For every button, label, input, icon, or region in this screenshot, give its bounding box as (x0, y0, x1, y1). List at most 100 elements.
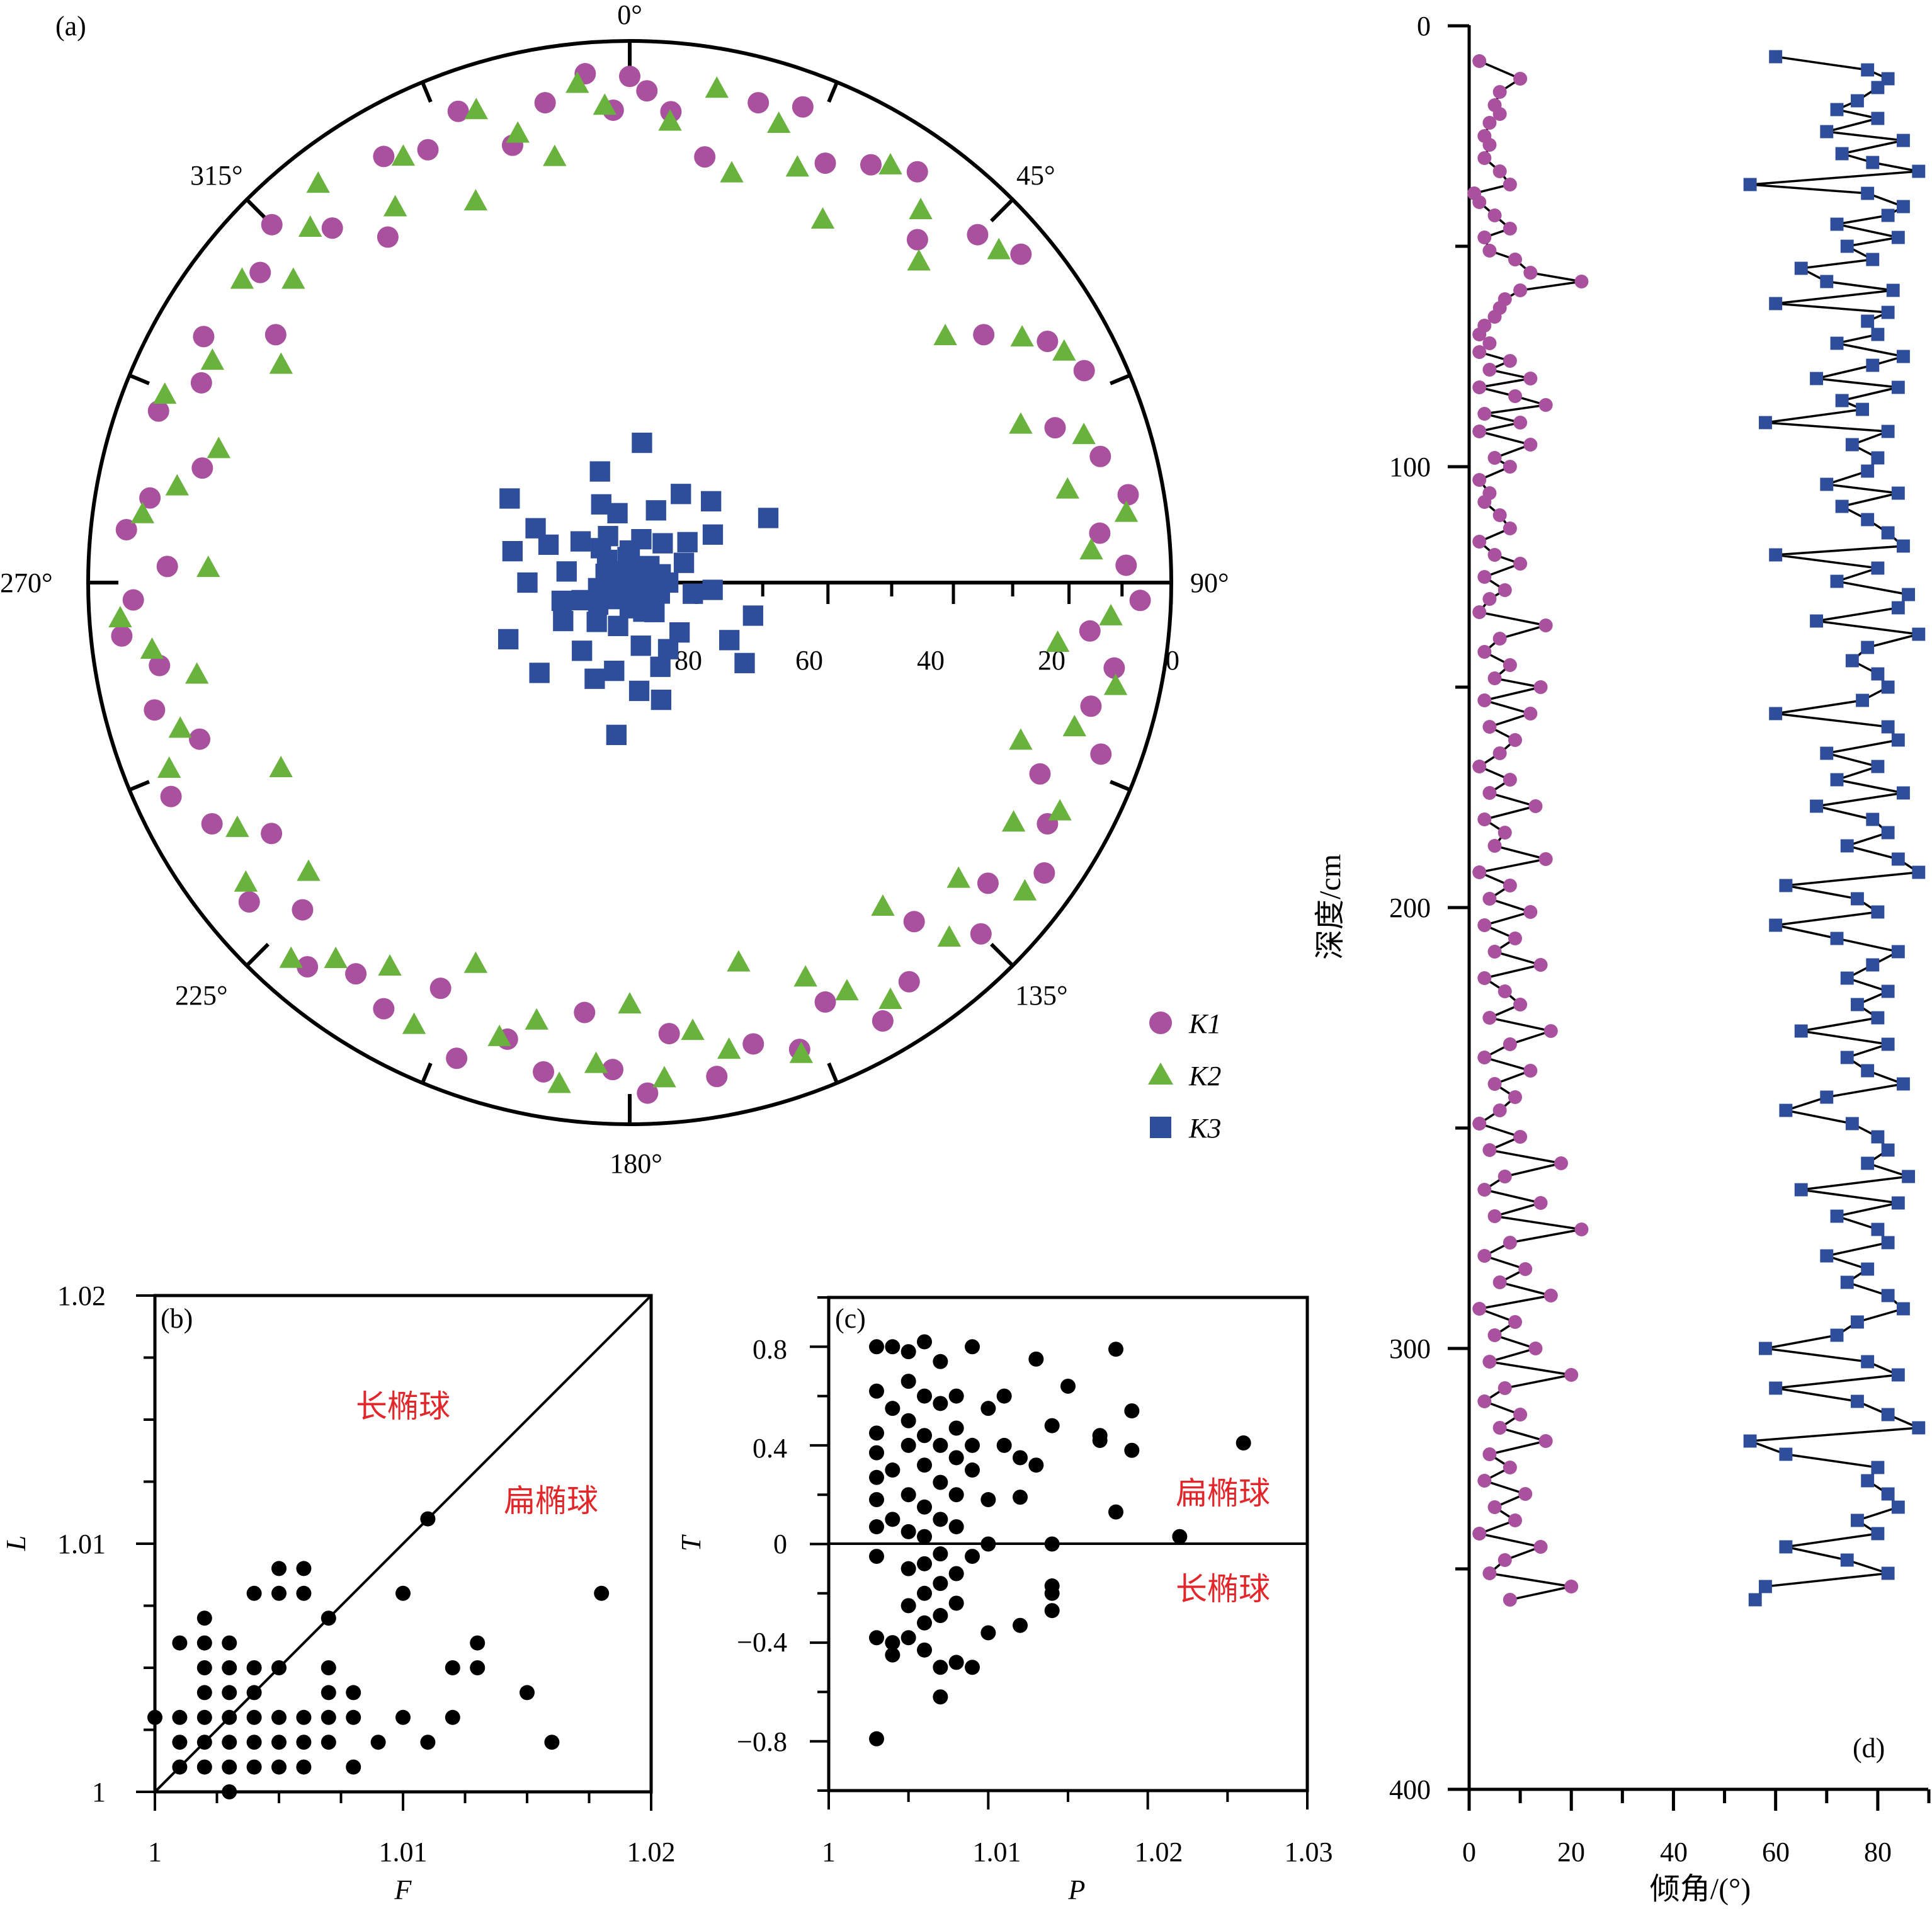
point-b (296, 1735, 312, 1750)
point-d-k3 (1810, 372, 1824, 385)
point-d-k3 (1861, 1355, 1875, 1369)
ytick-b-102: 1.02 (57, 1280, 106, 1311)
point-d-k3 (1866, 958, 1880, 972)
point-k2 (306, 171, 330, 193)
point-d-k1 (1513, 72, 1528, 86)
point-c (901, 1437, 916, 1453)
point-k1 (1033, 862, 1055, 884)
point-c (948, 1655, 964, 1670)
point-d-k1 (1492, 1275, 1507, 1289)
point-d-k1 (1492, 85, 1507, 99)
point-c (965, 1660, 980, 1675)
point-d-k1 (1503, 460, 1517, 474)
point-d-k3 (1820, 275, 1834, 288)
point-k3 (589, 461, 610, 482)
point-d-k1 (1513, 1130, 1528, 1144)
xlabel-b: F (394, 1874, 412, 1905)
point-c (933, 1546, 948, 1562)
point-d-k1 (1487, 451, 1502, 465)
point-d-k1 (1513, 998, 1528, 1011)
radial-tick-label-0: 0 (1166, 645, 1179, 676)
point-d-k3 (1871, 905, 1885, 919)
point-k2 (234, 870, 258, 892)
point-k1 (111, 625, 133, 647)
point-k1 (1090, 743, 1112, 765)
stereonet-panel: (a) 0° 45° 90° 135° 180° 225° 270° 315° … (0, 0, 1229, 1179)
point-k2 (1072, 423, 1096, 445)
point-d-k1 (1564, 1368, 1579, 1382)
point-k2 (200, 348, 225, 370)
point-d-k3 (1866, 358, 1880, 372)
point-k2 (789, 1041, 814, 1063)
point-k2 (946, 866, 970, 888)
point-d-k1 (1482, 363, 1497, 377)
point-k2 (1055, 477, 1079, 499)
xtick-d-80: 80 (1864, 1837, 1892, 1867)
point-d-k1 (1482, 1566, 1497, 1580)
point-k1 (144, 699, 166, 721)
point-k2 (378, 954, 402, 976)
point-d-k1 (1477, 495, 1492, 509)
point-c (869, 1519, 884, 1535)
point-d-k1 (1503, 178, 1517, 191)
ytick-c-m08: −0.8 (737, 1726, 787, 1757)
point-b (271, 1759, 287, 1775)
point-b (296, 1585, 312, 1601)
point-d-k1 (1477, 231, 1492, 244)
azimuth-label-315: 315° (190, 160, 243, 191)
point-b (196, 1709, 212, 1725)
point-b (222, 1709, 237, 1725)
point-c (869, 1425, 884, 1441)
point-k2 (1010, 325, 1034, 347)
xtick-d-20: 20 (1557, 1837, 1585, 1867)
point-d-k3 (1835, 147, 1849, 161)
point-k3 (606, 724, 627, 745)
point-k3 (596, 549, 618, 571)
point-c (980, 1625, 996, 1641)
point-d-k3 (1861, 186, 1875, 200)
point-c (917, 1457, 932, 1473)
xtick-b-101: 1.01 (379, 1837, 428, 1867)
annotation-oblate-b: 扁椭球 (504, 1483, 598, 1519)
point-k2 (1099, 603, 1123, 625)
point-b (196, 1685, 212, 1701)
point-c (948, 1566, 964, 1581)
point-d-k1 (1492, 746, 1507, 760)
point-d-k3 (1881, 1566, 1895, 1580)
ytick-c-0: 0 (773, 1529, 787, 1559)
point-k3 (702, 579, 723, 600)
point-d-k1 (1487, 1500, 1502, 1514)
point-c (917, 1615, 932, 1631)
azimuth-tick (827, 81, 839, 103)
point-d-k3 (1861, 641, 1875, 654)
point-d-k1 (1477, 407, 1492, 421)
point-k2 (463, 951, 488, 973)
point-c (885, 1512, 901, 1527)
point-b (296, 1759, 312, 1775)
point-d-k1 (1472, 54, 1487, 68)
point-d-k1 (1482, 1011, 1497, 1025)
point-d-k1 (1477, 693, 1492, 707)
point-d-k3 (1891, 1368, 1905, 1382)
point-d-k1 (1503, 354, 1517, 368)
point-b (222, 1759, 237, 1775)
radial-tick-label-80: 80 (674, 645, 702, 676)
plot-d-series (1467, 50, 1926, 1607)
point-d-k3 (1896, 134, 1910, 147)
point-c (965, 1339, 980, 1355)
point-k1 (189, 728, 211, 750)
point-k3 (584, 668, 605, 689)
point-d-k3 (1840, 839, 1854, 853)
point-k3 (553, 610, 574, 632)
point-d-k1 (1503, 1037, 1517, 1051)
point-k3 (617, 547, 638, 567)
point-d-k3 (1871, 328, 1885, 341)
point-d-k1 (1477, 1394, 1492, 1408)
point-k1 (1115, 554, 1137, 576)
point-d-k1 (1513, 283, 1528, 297)
point-d-k1 (1477, 1183, 1492, 1197)
point-d-k1 (1503, 1593, 1517, 1607)
plot-b-diagonal (154, 1294, 652, 1793)
point-d-k3 (1779, 879, 1793, 892)
point-k2 (196, 556, 220, 578)
